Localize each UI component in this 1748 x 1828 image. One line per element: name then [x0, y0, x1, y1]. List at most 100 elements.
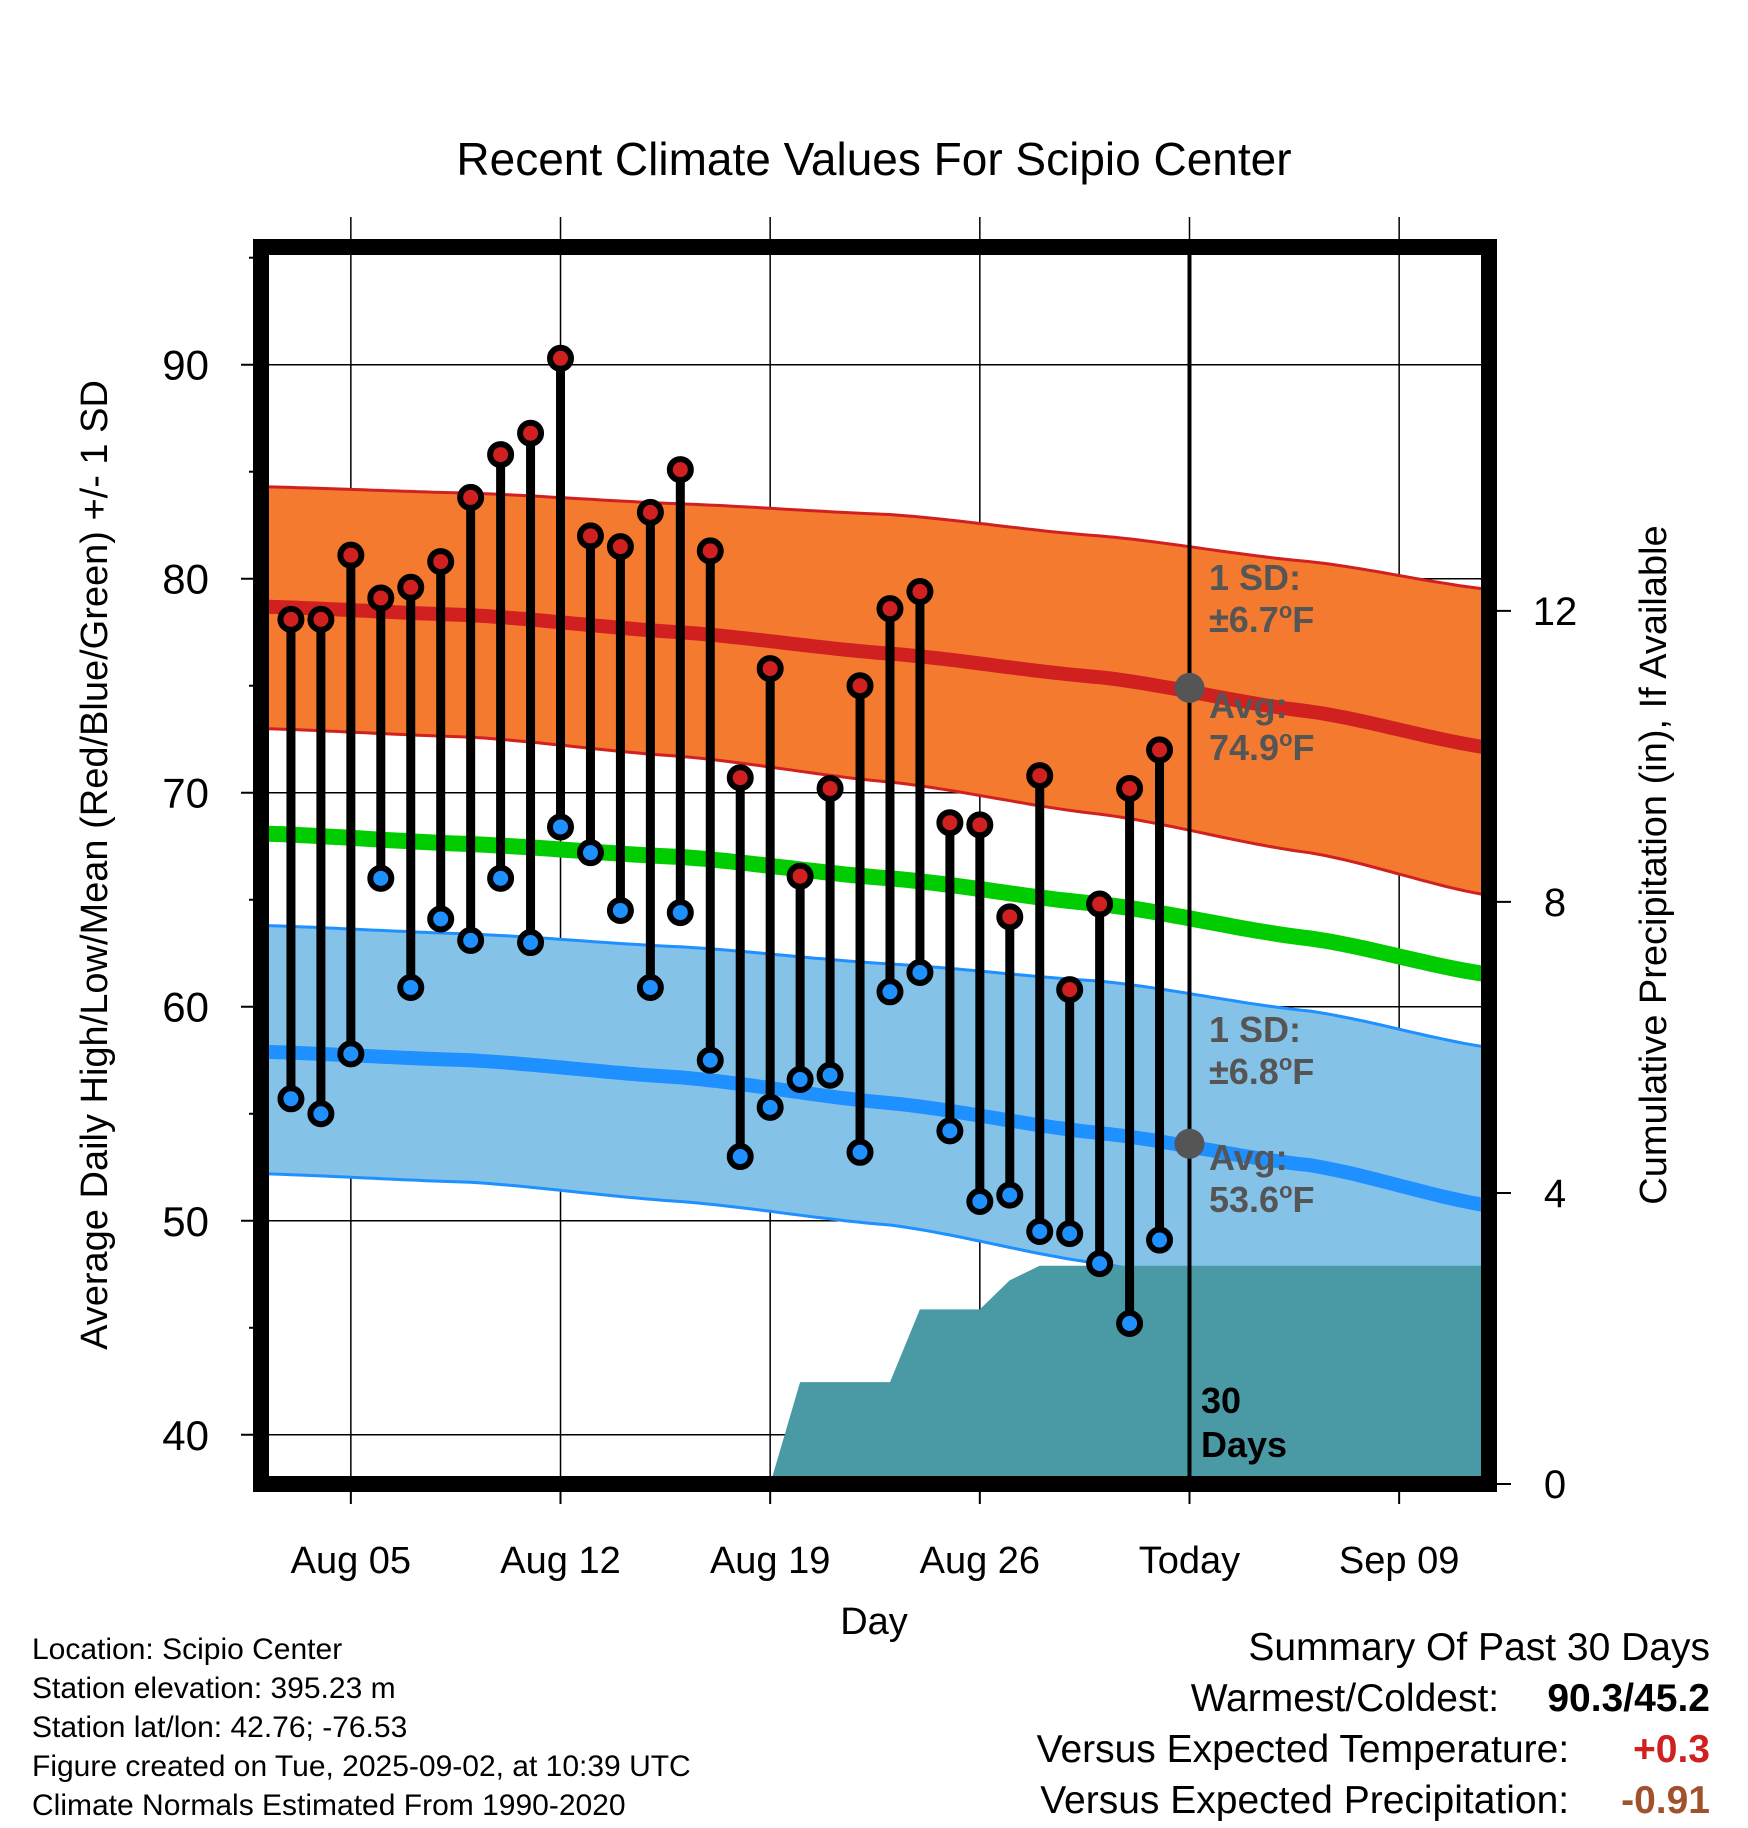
high-avg-annotation: Avg: 74.9oF [1209, 685, 1315, 768]
low-avg-value: 53.6oF [1209, 1178, 1315, 1220]
high-point [636, 498, 664, 526]
high-point [906, 578, 934, 606]
today-line [1174, 247, 1205, 1484]
low-point [337, 1040, 365, 1068]
low-point [966, 1188, 994, 1216]
normals-text: Climate Normals Estimated From 1990-2020 [32, 1789, 626, 1822]
warm-cold-value: 90.3/45.2 [1547, 1677, 1710, 1720]
precip-label: Versus Expected Precipitation: [1040, 1779, 1570, 1822]
low-point [606, 896, 634, 924]
low-point [487, 864, 515, 892]
high-point [307, 605, 335, 633]
high-point [457, 483, 485, 511]
high-point [606, 533, 634, 561]
chart-title: Recent Climate Values For Scipio Center [456, 133, 1291, 185]
high-point [427, 548, 455, 576]
low-sd-band [261, 925, 1489, 1354]
y2-axis-label: Cumulative Precipitation (in), If Availa… [1633, 525, 1675, 1204]
high-point [1026, 762, 1054, 790]
high-point [367, 584, 395, 612]
low-point [1086, 1250, 1114, 1278]
precip-value: -0.91 [1621, 1779, 1710, 1822]
x-tick-label: Today [1139, 1540, 1240, 1582]
y-tick-label: 70 [162, 770, 209, 817]
high-sd-lower-edge [260, 727, 1490, 897]
today-high-avg-dot [1174, 672, 1205, 703]
elevation-text: Station elevation: 395.23 m [32, 1672, 396, 1705]
high-sd-band [261, 486, 1489, 896]
y-tick-label: 50 [162, 1198, 209, 1245]
low-point [277, 1085, 305, 1113]
low-point [636, 973, 664, 1001]
low-point [1056, 1220, 1084, 1248]
latlon-text: Station lat/lon: 42.76; -76.53 [32, 1711, 408, 1744]
low-point [756, 1093, 784, 1121]
y-tick-label: 90 [162, 342, 209, 389]
summary-panel: Summary Of Past 30 Days Warmest/Coldest:… [1037, 1622, 1710, 1826]
high-point [756, 655, 784, 683]
low-sd-label: 1 SD: [1209, 1009, 1301, 1050]
low-point [547, 813, 575, 841]
location-text: Location: Scipio Center [32, 1633, 343, 1666]
high-point [696, 537, 724, 565]
days-annotation: 30 Days [1201, 1380, 1287, 1465]
low-point [726, 1143, 754, 1171]
low-point [307, 1100, 335, 1128]
y-tick-label: 40 [162, 1412, 209, 1459]
x-tick-label: Aug 05 [291, 1540, 411, 1582]
temp-label: Versus Expected Temperature: [1036, 1728, 1570, 1771]
high-point [816, 774, 844, 802]
daily-stems [286, 358, 1165, 1324]
low-point [696, 1046, 724, 1074]
high-point [846, 672, 874, 700]
high-point [966, 811, 994, 839]
high-point [936, 809, 964, 837]
summary-temp: Versus Expected Temperature: +0.3 [1037, 1724, 1710, 1775]
precipitation-area [770, 1265, 1489, 1484]
temp-value: +0.3 [1633, 1728, 1710, 1771]
y2-tick-label: 8 [1544, 881, 1566, 925]
station-info: Location: Scipio Center Station elevatio… [32, 1630, 691, 1825]
high-point [1086, 890, 1114, 918]
high-sd-annotation: 1 SD: ±6.7oF [1209, 557, 1314, 640]
low-point [906, 959, 934, 987]
high-point [996, 903, 1024, 931]
low-point [786, 1066, 814, 1094]
high-point [726, 764, 754, 792]
low-sd-annotation: 1 SD: ±6.8oF [1209, 1009, 1314, 1092]
low-point [1146, 1226, 1174, 1254]
y2-tick-label: 0 [1544, 1463, 1566, 1507]
high-point [1056, 976, 1084, 1004]
high-avg-label: Avg: [1209, 685, 1288, 726]
normal-bands [260, 485, 1491, 1355]
warm-cold-label: Warmest/Coldest: [1190, 1677, 1500, 1720]
high-avg-value: 74.9oF [1209, 726, 1315, 768]
high-sd-label: 1 SD: [1209, 557, 1301, 598]
y-axis-label: Average Daily High/Low/Mean (Red/Blue/Gr… [74, 380, 116, 1350]
low-point [576, 839, 604, 867]
x-axis-label: Day [840, 1601, 908, 1643]
high-point [547, 344, 575, 372]
high-point [576, 522, 604, 550]
low-point [367, 864, 395, 892]
low-point [457, 926, 485, 954]
low-point [517, 929, 545, 957]
x-tick-label: Aug 19 [710, 1540, 830, 1582]
summary-warm-cold: Warmest/Coldest: 90.3/45.2 [1037, 1673, 1710, 1724]
high-sd-value: ±6.7oF [1209, 598, 1314, 640]
summary-precip: Versus Expected Precipitation: -0.91 [1037, 1775, 1710, 1826]
high-point [666, 456, 694, 484]
low-avg-label: Avg: [1209, 1137, 1288, 1178]
x-tick-label: Aug 12 [500, 1540, 620, 1582]
y-tick-label: 60 [162, 984, 209, 1031]
low-avg-annotation: Avg: 53.6oF [1209, 1137, 1315, 1220]
low-point [846, 1138, 874, 1166]
low-point [876, 978, 904, 1006]
mean-line [260, 825, 1491, 983]
days-label: Days [1201, 1424, 1287, 1465]
plot-frame [253, 239, 1497, 1492]
high-point [397, 573, 425, 601]
low-point [397, 973, 425, 1001]
low-avg-line [260, 1044, 1491, 1213]
